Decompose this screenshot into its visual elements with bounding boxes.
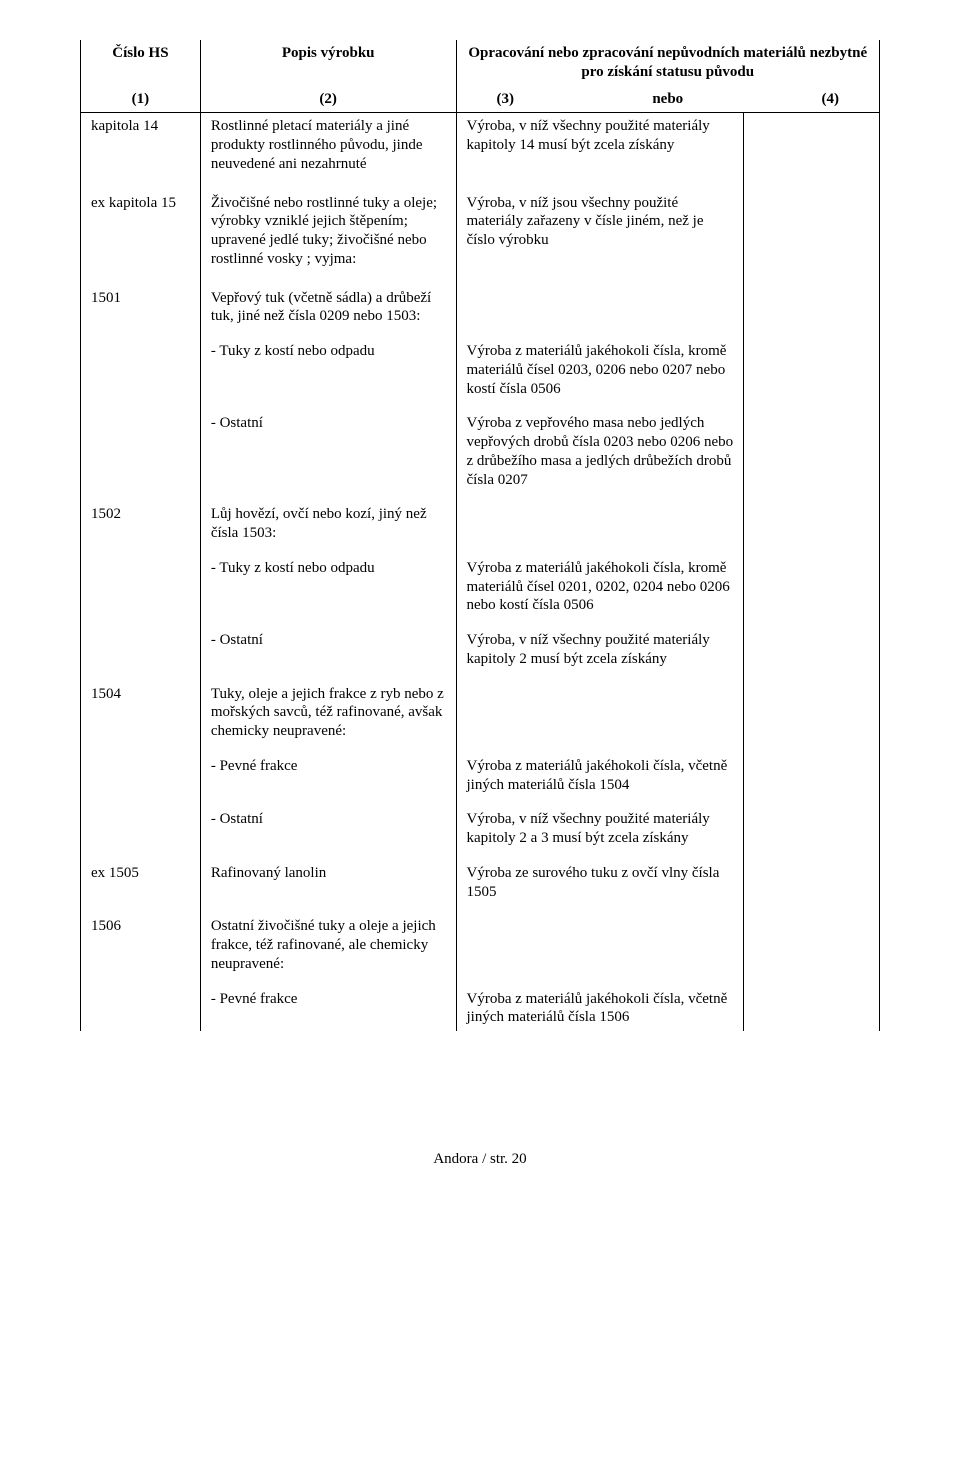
cell-desc: Lůj hovězí, ovčí nebo kozí, jiný než čís… bbox=[200, 493, 456, 547]
cell-hs bbox=[81, 798, 201, 852]
header-col3-num: (3) bbox=[497, 90, 515, 109]
cell-desc: - Pevné frakce bbox=[200, 745, 456, 799]
cell-desc: - Ostatní bbox=[200, 402, 456, 493]
cell-hs: 1504 bbox=[81, 673, 201, 745]
cell-rule bbox=[456, 905, 744, 977]
header-col-mid: nebo bbox=[652, 90, 683, 109]
cell-alt bbox=[744, 113, 880, 178]
cell-desc: Živočišné nebo rostlinné tuky a oleje; v… bbox=[200, 178, 456, 273]
cell-rule: Výroba z vepřového masa nebo jedlých vep… bbox=[456, 402, 744, 493]
cell-hs bbox=[81, 619, 201, 673]
cell-alt bbox=[744, 178, 880, 273]
cell-rule bbox=[456, 673, 744, 745]
cell-desc: - Tuky z kostí nebo odpadu bbox=[200, 547, 456, 619]
cell-hs bbox=[81, 745, 201, 799]
cell-desc: - Ostatní bbox=[200, 619, 456, 673]
cell-hs bbox=[81, 402, 201, 493]
page: Číslo HS Popis výrobku Opracování nebo z… bbox=[0, 0, 960, 1208]
cell-rule bbox=[456, 493, 744, 547]
cell-alt bbox=[744, 493, 880, 547]
cell-hs bbox=[81, 330, 201, 402]
header-col1-title: Číslo HS bbox=[81, 40, 201, 86]
cell-rule: Výroba z materiálů jakéhokoli čísla, vče… bbox=[456, 745, 744, 799]
header-col2-title: Popis výrobku bbox=[200, 40, 456, 86]
cell-rule: Výroba z materiálů jakéhokoli čísla, kro… bbox=[456, 330, 744, 402]
cell-rule: Výroba, v níž jsou všechny použité mater… bbox=[456, 178, 744, 273]
cell-rule: Výroba, v níž všechny použité materiály … bbox=[456, 798, 744, 852]
header-col4-num: (4) bbox=[821, 90, 839, 109]
cell-hs: 1506 bbox=[81, 905, 201, 977]
cell-desc: Rostlinné pletací materiály a jiné produ… bbox=[200, 113, 456, 178]
cell-hs bbox=[81, 978, 201, 1032]
cell-desc: Rafinovaný lanolin bbox=[200, 852, 456, 906]
cell-rule: Výroba ze surového tuku z ovčí vlny čísl… bbox=[456, 852, 744, 906]
cell-alt bbox=[744, 273, 880, 331]
header-col1-num: (1) bbox=[81, 86, 201, 113]
cell-rule: Výroba z materiálů jakéhokoli čísla, kro… bbox=[456, 547, 744, 619]
page-footer: Andora / str. 20 bbox=[80, 1151, 880, 1168]
header-col34-title: Opracování nebo zpracování nepůvodních m… bbox=[456, 40, 879, 86]
cell-alt bbox=[744, 978, 880, 1032]
cell-hs: ex kapitola 15 bbox=[81, 178, 201, 273]
cell-rule: Výroba, v níž všechny použité materiály … bbox=[456, 113, 744, 178]
cell-desc: Ostatní živočišné tuky a oleje a jejich … bbox=[200, 905, 456, 977]
cell-alt bbox=[744, 547, 880, 619]
cell-alt bbox=[744, 330, 880, 402]
cell-rule: Výroba z materiálů jakéhokoli čísla, vče… bbox=[456, 978, 744, 1032]
cell-desc: - Tuky z kostí nebo odpadu bbox=[200, 330, 456, 402]
rules-table: Číslo HS Popis výrobku Opracování nebo z… bbox=[80, 40, 880, 1031]
cell-hs: 1502 bbox=[81, 493, 201, 547]
cell-alt bbox=[744, 905, 880, 977]
cell-alt bbox=[744, 852, 880, 906]
cell-alt bbox=[744, 402, 880, 493]
cell-hs: 1501 bbox=[81, 273, 201, 331]
cell-rule bbox=[456, 273, 744, 331]
header-col34-sub: (3) nebo (4) bbox=[456, 86, 879, 113]
cell-alt bbox=[744, 745, 880, 799]
cell-desc: - Pevné frakce bbox=[200, 978, 456, 1032]
cell-hs bbox=[81, 547, 201, 619]
cell-desc: - Ostatní bbox=[200, 798, 456, 852]
cell-hs: kapitola 14 bbox=[81, 113, 201, 178]
cell-rule: Výroba, v níž všechny použité materiály … bbox=[456, 619, 744, 673]
cell-alt bbox=[744, 619, 880, 673]
header-col2-num: (2) bbox=[200, 86, 456, 113]
cell-desc: Vepřový tuk (včetně sádla) a drůbeží tuk… bbox=[200, 273, 456, 331]
cell-alt bbox=[744, 798, 880, 852]
cell-desc: Tuky, oleje a jejich frakce z ryb nebo z… bbox=[200, 673, 456, 745]
cell-alt bbox=[744, 673, 880, 745]
cell-hs: ex 1505 bbox=[81, 852, 201, 906]
